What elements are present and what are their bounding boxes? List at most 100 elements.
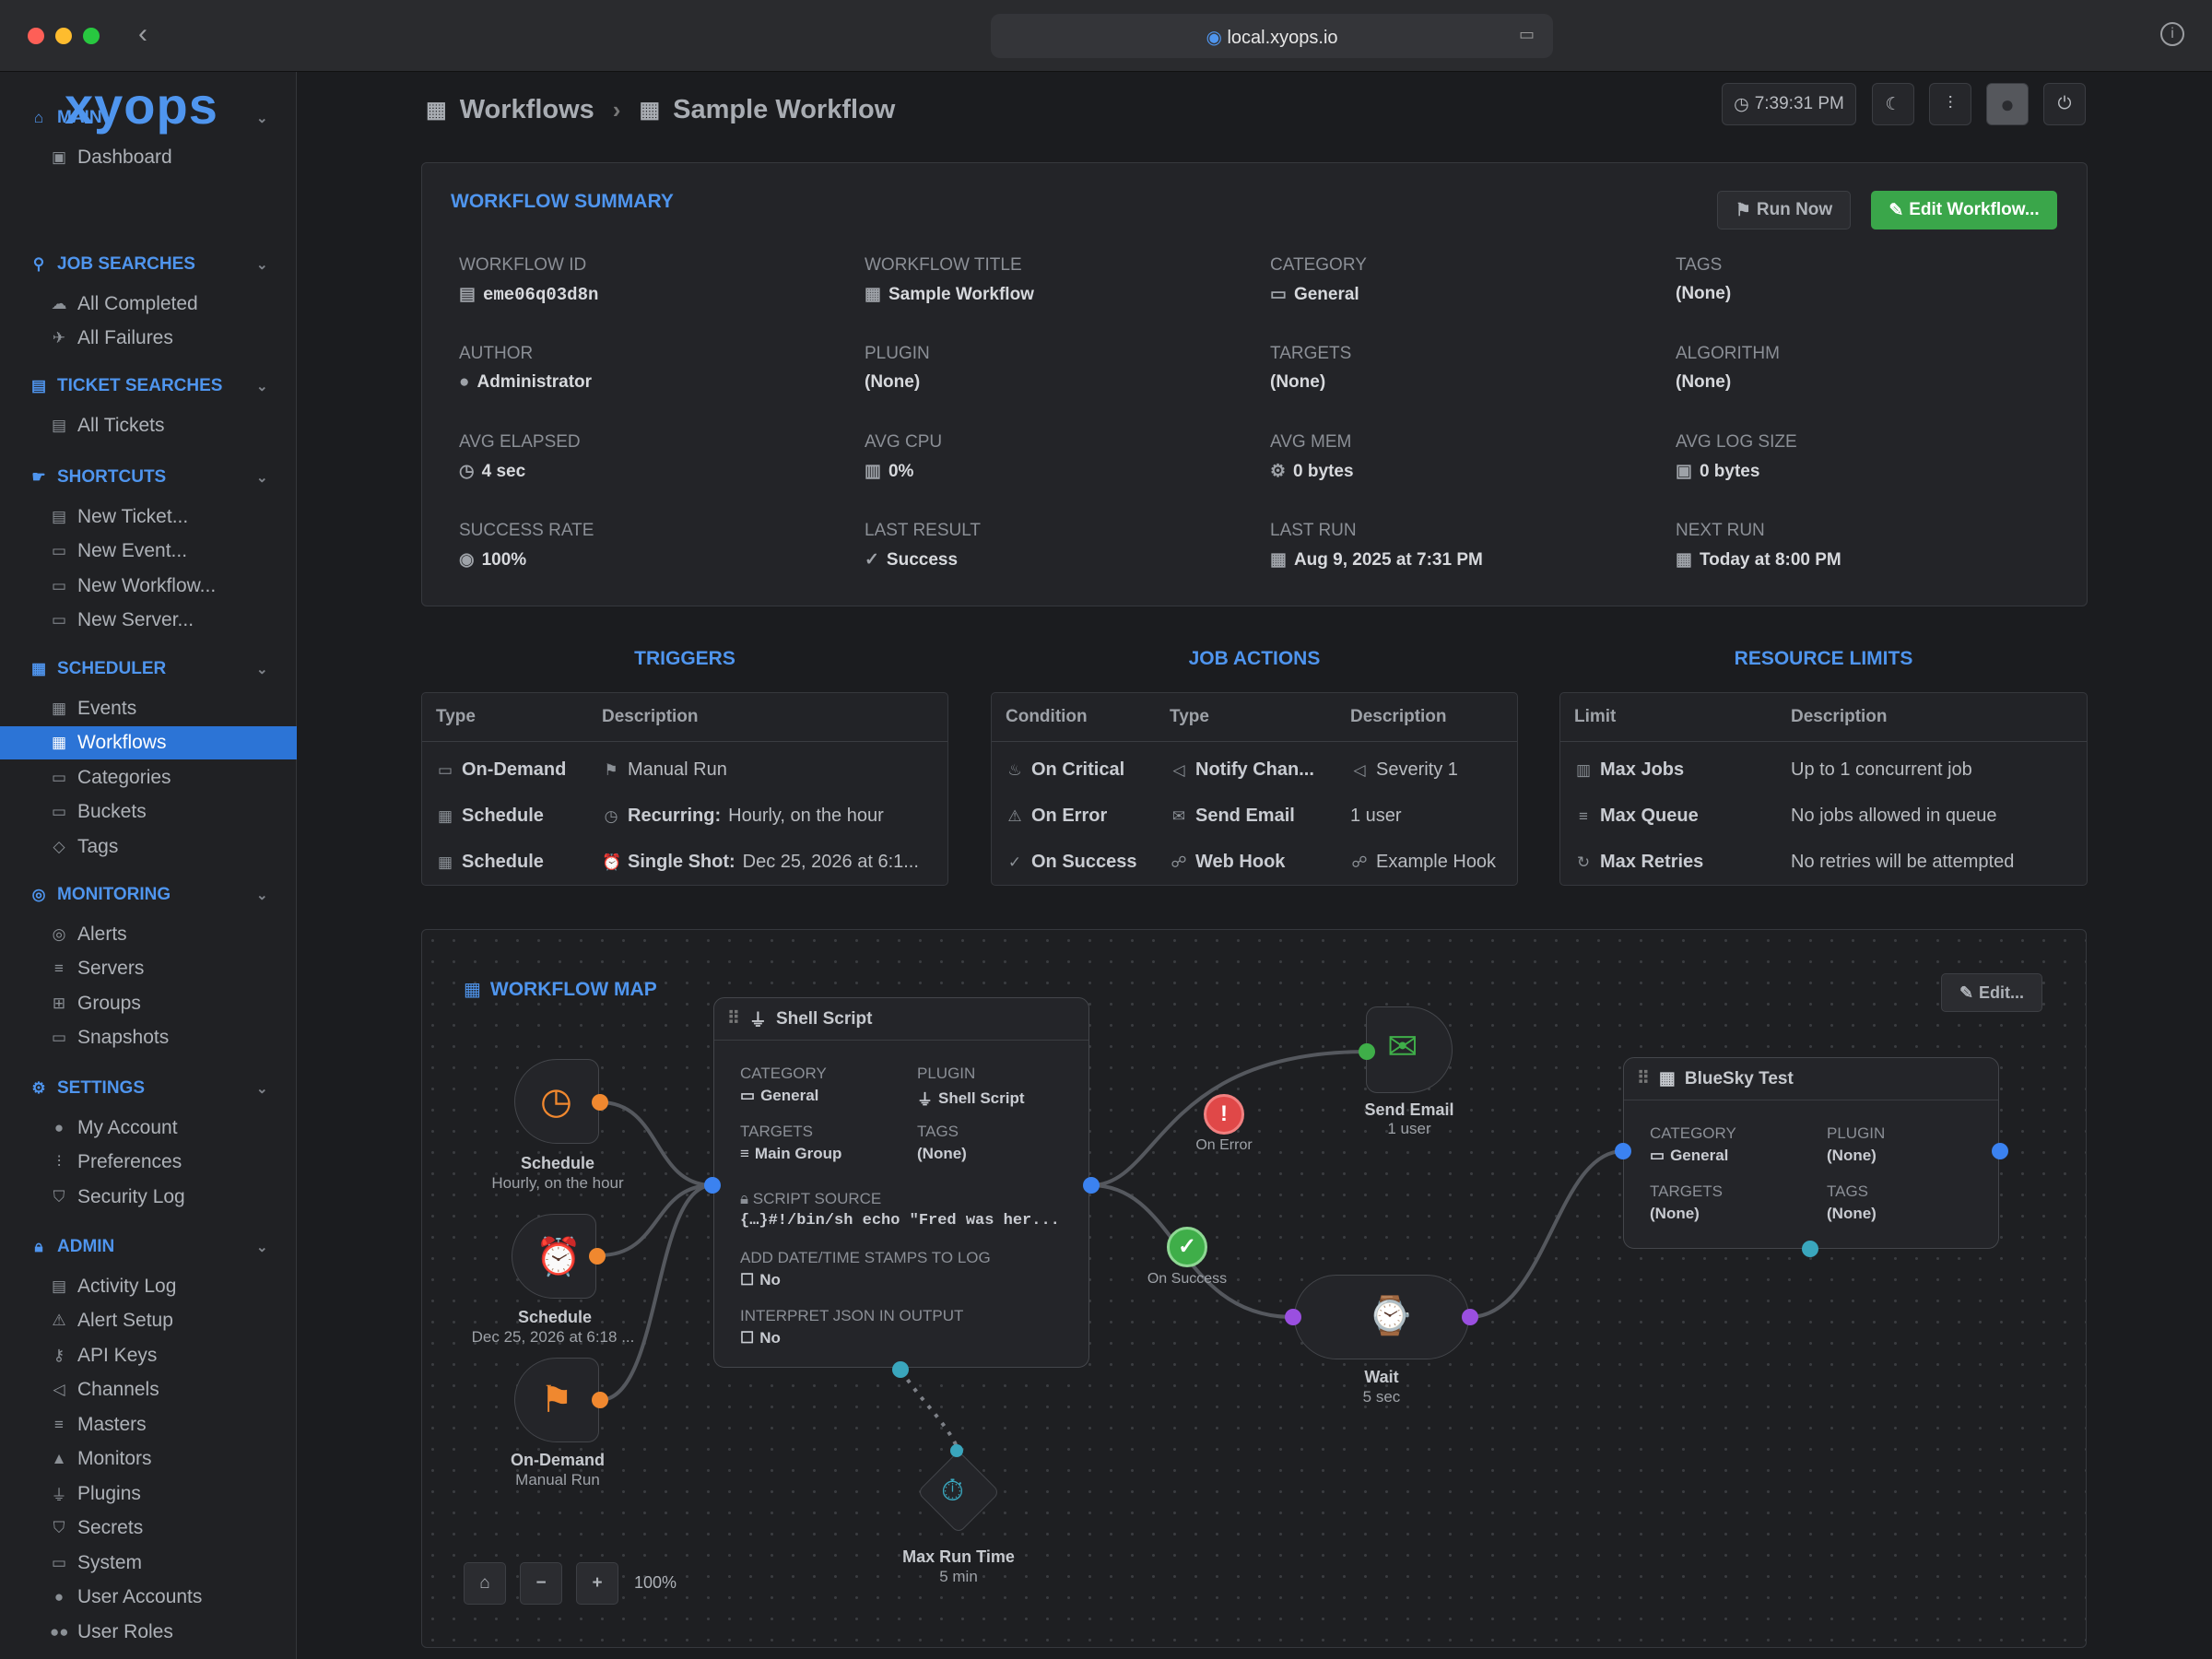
zoom-in-button[interactable]: + bbox=[576, 1562, 618, 1605]
trigger-node-on-demand[interactable]: ⚑ bbox=[514, 1358, 599, 1442]
sidebar-item-preferences[interactable]: ⫶ Preferences bbox=[50, 1146, 297, 1179]
sidebar-item-buckets[interactable]: ▭ Buckets bbox=[50, 795, 297, 829]
chevron-down-icon[interactable]: ⌄ bbox=[256, 470, 268, 486]
input-port[interactable] bbox=[704, 1177, 721, 1194]
limit-port[interactable] bbox=[1802, 1241, 1818, 1257]
trigger-type-cell[interactable]: ▭ On-Demand bbox=[436, 759, 566, 781]
sidebar-item-system[interactable]: ▭ System bbox=[50, 1547, 297, 1580]
address-bar[interactable]: ◉ local.xyops.io ▭ bbox=[991, 14, 1553, 58]
chevron-down-icon[interactable]: ⌄ bbox=[256, 662, 268, 677]
sidebar-item-all-failures[interactable]: ✈ All Failures bbox=[50, 322, 297, 355]
run-icon: ⚑ bbox=[1735, 200, 1751, 220]
trigger-type-cell[interactable]: ▦ Schedule bbox=[436, 806, 544, 827]
sidebar-section-ticket-searches[interactable]: ▤ TICKET SEARCHES ⌄ bbox=[29, 372, 268, 400]
sidebar-item-new-ticket[interactable]: ▤ New Ticket... bbox=[50, 500, 297, 534]
workflow-map[interactable]: ▦ WORKFLOW MAP ✎ Edit... ◷ Schedule Hourl… bbox=[421, 929, 2087, 1648]
sidebar-section-scheduler[interactable]: ▦ SCHEDULER ⌄ bbox=[29, 655, 268, 683]
event-node-bluesky-test[interactable]: ⠿ ▦ BlueSky Test CATEGORY ▭ General PLUGIN… bbox=[1623, 1057, 1999, 1249]
input-port[interactable] bbox=[1359, 1043, 1375, 1060]
map-edit-button[interactable]: ✎ Edit... bbox=[1941, 973, 2042, 1012]
sidebar-item-all-completed[interactable]: ☁ All Completed bbox=[50, 288, 297, 321]
limit-port[interactable] bbox=[892, 1361, 909, 1378]
sidebar-item-user-roles[interactable]: ●● User Roles bbox=[50, 1616, 297, 1649]
zoom-out-button[interactable]: − bbox=[520, 1562, 562, 1605]
output-port[interactable] bbox=[1083, 1177, 1100, 1194]
sidebar-section-job-searches[interactable]: ⚲ JOB SEARCHES ⌄ bbox=[29, 251, 268, 278]
action-type: Notify Chan... bbox=[1195, 759, 1314, 780]
sidebar-item-monitors[interactable]: ▲ Monitors bbox=[50, 1442, 297, 1476]
sidebar-section-monitoring[interactable]: ◎ MONITORING ⌄ bbox=[29, 881, 268, 909]
sidebar-item-alerts[interactable]: ◎ Alerts bbox=[50, 918, 297, 951]
sidebar-item-events[interactable]: ▦ Events bbox=[50, 692, 297, 725]
event-node-shell-script[interactable]: ⠿ ⏚ Shell Script CATEGORY ▭ General PLUGIN… bbox=[713, 997, 1089, 1368]
sidebar-item-activity-log[interactable]: ▤ Activity Log bbox=[50, 1270, 297, 1303]
sidebar-item-security-log[interactable]: ⛉ Security Log bbox=[50, 1181, 297, 1214]
theme-toggle-button[interactable]: ☾ bbox=[1872, 83, 1914, 125]
error-badge-icon[interactable]: ! bbox=[1204, 1094, 1244, 1135]
trigger-node-schedule[interactable]: ◷ bbox=[514, 1059, 599, 1144]
output-port[interactable] bbox=[589, 1248, 606, 1265]
sidebar-item-dashboard[interactable]: ▣ Dashboard bbox=[50, 141, 297, 174]
edit-workflow-button[interactable]: ✎ Edit Workflow... bbox=[1871, 191, 2057, 229]
logout-button[interactable]: ⏻ bbox=[2043, 83, 2086, 125]
map-home-button[interactable]: ⌂ bbox=[464, 1562, 506, 1605]
drag-handle-icon[interactable]: ⠿ bbox=[727, 1009, 740, 1029]
success-badge-icon[interactable]: ✓ bbox=[1167, 1227, 1207, 1267]
chevron-down-icon[interactable]: ⌄ bbox=[256, 379, 268, 394]
output-port[interactable] bbox=[1992, 1143, 2008, 1159]
sidebar-section-admin[interactable]: 🔒︎ ADMIN ⌄ bbox=[29, 1233, 267, 1261]
node-header[interactable]: ⠿ ▦ BlueSky Test bbox=[1624, 1058, 1998, 1100]
zoom-window-button[interactable] bbox=[83, 28, 100, 44]
action-node-wait[interactable]: ⌚ bbox=[1294, 1275, 1469, 1359]
sidebar-item-secrets[interactable]: ⛉ Secrets bbox=[50, 1512, 297, 1545]
run-now-button[interactable]: ⚑ Run Now bbox=[1717, 191, 1851, 229]
sidebar-section-shortcuts[interactable]: ☛ SHORTCUTS ⌄ bbox=[29, 464, 267, 491]
sidebar-item-api-keys[interactable]: ⚷ API Keys bbox=[50, 1339, 297, 1372]
input-port[interactable] bbox=[1615, 1143, 1631, 1159]
trigger-node-single-shot[interactable]: ⏰ bbox=[512, 1214, 596, 1299]
sidebar-item-channels[interactable]: ◁ Channels bbox=[50, 1373, 297, 1406]
chevron-down-icon[interactable]: ⌄ bbox=[256, 888, 268, 903]
breadcrumb-workflows[interactable]: Workflows bbox=[459, 94, 594, 124]
chevron-down-icon[interactable]: ⌄ bbox=[256, 1240, 268, 1255]
chevron-down-icon[interactable]: ⌄ bbox=[256, 257, 268, 273]
input-port[interactable] bbox=[1285, 1309, 1301, 1325]
sidebar-item-categories[interactable]: ▭ Categories bbox=[50, 761, 297, 794]
sidebar-item-masters[interactable]: ≡ Masters bbox=[50, 1408, 297, 1441]
settings-button[interactable]: ⫶ bbox=[1929, 83, 1971, 125]
node-header[interactable]: ⠿ ⏚ Shell Script bbox=[714, 998, 1088, 1041]
sidebar-item-snapshots[interactable]: ▭ Snapshots bbox=[50, 1021, 297, 1054]
trigger-type-cell[interactable]: ▦ Schedule bbox=[436, 852, 544, 873]
sidebar-item-alert-setup[interactable]: ⚠ Alert Setup bbox=[50, 1304, 297, 1337]
output-port[interactable] bbox=[592, 1392, 608, 1408]
masters-icon: ≡ bbox=[54, 1415, 64, 1433]
output-port[interactable] bbox=[1462, 1309, 1478, 1325]
sidebar-item-servers[interactable]: ≡ Servers bbox=[50, 952, 297, 985]
sidebar-item-plugins[interactable]: ⏚ Plugins bbox=[50, 1477, 297, 1511]
sidebar-item-my-account[interactable]: ● My Account bbox=[50, 1112, 297, 1145]
sidebar-section-settings[interactable]: ⚙ SETTINGS ⌄ bbox=[29, 1075, 267, 1102]
avatar[interactable]: ● bbox=[1986, 83, 2029, 125]
reader-icon[interactable]: ▭ bbox=[1518, 25, 1535, 43]
input-port[interactable] bbox=[950, 1444, 963, 1457]
chevron-down-icon[interactable]: ⌄ bbox=[256, 1081, 268, 1097]
sidebar-item-new-workflow[interactable]: ▭ New Workflow... bbox=[50, 570, 297, 603]
back-arrow-icon[interactable]: ‹ bbox=[138, 18, 147, 49]
close-window-button[interactable] bbox=[28, 28, 44, 44]
minimize-window-button[interactable] bbox=[55, 28, 72, 44]
action-node-send-email[interactable]: ✉ bbox=[1366, 1006, 1453, 1093]
sidebar-section-main[interactable]: ⌂ MAIN ⌄ bbox=[29, 104, 268, 132]
app-logo[interactable]: xyops bbox=[65, 76, 218, 135]
limit-desc-cell: Up to 1 concurrent job bbox=[1791, 759, 1972, 781]
sidebar-item-new-server[interactable]: ▭ New Server... bbox=[50, 604, 297, 637]
drag-handle-icon[interactable]: ⠿ bbox=[1637, 1069, 1650, 1088]
output-port[interactable] bbox=[592, 1094, 608, 1111]
sidebar-item-groups[interactable]: ⊞ Groups bbox=[50, 987, 297, 1020]
sidebar-item-workflows[interactable]: ▦ Workflows bbox=[0, 726, 297, 759]
sidebar-item-all-tickets[interactable]: ▤ All Tickets bbox=[50, 409, 297, 442]
sidebar-item-new-event[interactable]: ▭ New Event... bbox=[50, 535, 297, 568]
info-icon[interactable]: i bbox=[2160, 22, 2184, 46]
sidebar-item-tags[interactable]: ◇ Tags bbox=[50, 830, 297, 864]
chevron-down-icon[interactable]: ⌄ bbox=[256, 111, 268, 126]
sidebar-item-user-accounts[interactable]: ● User Accounts bbox=[50, 1581, 297, 1614]
